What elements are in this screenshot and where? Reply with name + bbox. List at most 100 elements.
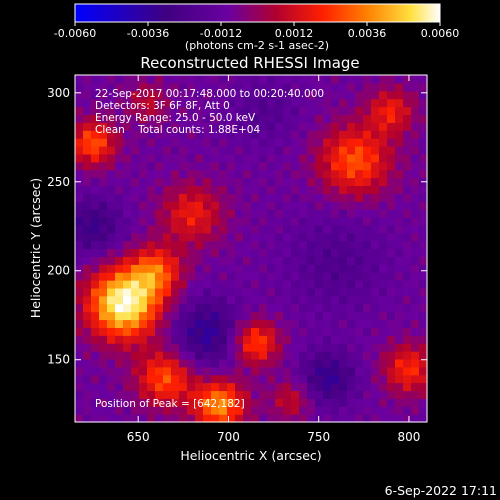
heatmap-cell	[387, 374, 396, 384]
heatmap-cell	[147, 287, 156, 297]
heatmap-cell	[219, 224, 228, 234]
heatmap-cell	[395, 122, 404, 131]
heatmap-cell	[403, 209, 412, 218]
heatmap-cell	[403, 145, 412, 155]
heatmap-cell	[243, 406, 252, 415]
heatmap-cell	[211, 272, 220, 281]
heatmap-cell	[219, 406, 228, 415]
heatmap-cell	[211, 319, 220, 328]
colorbar-tick-label: -0.0012	[200, 27, 242, 40]
heatmap-cell	[179, 256, 188, 265]
heatmap-cell	[83, 106, 92, 116]
heatmap-cell	[323, 311, 332, 321]
heatmap-cell	[139, 122, 148, 131]
heatmap-cell	[115, 240, 124, 250]
heatmap-cell	[107, 374, 116, 384]
heatmap-cell	[299, 224, 308, 234]
heatmap-cell	[187, 216, 196, 226]
heatmap-cell	[403, 106, 412, 116]
heatmap-cell	[363, 366, 372, 376]
heatmap-cell	[171, 224, 180, 234]
heatmap-cell	[315, 82, 324, 92]
heatmap-cell	[139, 272, 148, 281]
heatmap-cell	[371, 169, 380, 179]
heatmap-cell	[99, 287, 108, 297]
heatmap-cell	[419, 145, 428, 155]
heatmap-cell	[283, 138, 292, 147]
heatmap-cell	[387, 185, 396, 194]
heatmap-cell	[379, 232, 388, 242]
heatmap-cell	[203, 138, 212, 147]
heatmap-cell	[315, 106, 324, 116]
heatmap-cell	[363, 98, 372, 108]
heatmap-cell	[403, 390, 412, 399]
heatmap-cell	[259, 224, 268, 234]
heatmap-cell	[387, 398, 396, 407]
heatmap-cell	[83, 303, 92, 313]
heatmap-cell	[347, 358, 356, 368]
heatmap-cell	[227, 75, 236, 84]
heatmap-cell	[371, 406, 380, 415]
heatmap-cell	[163, 248, 172, 257]
heatmap-cell	[219, 327, 228, 336]
heatmap-cell	[387, 382, 396, 392]
heatmap-cell	[395, 161, 404, 171]
heatmap-cell	[115, 311, 124, 321]
heatmap-cell	[411, 201, 420, 210]
heatmap-cell	[227, 358, 236, 368]
heatmap-cell	[339, 130, 348, 139]
heatmap-cell	[171, 122, 180, 131]
heatmap-cell	[355, 216, 364, 226]
heatmap-cell	[139, 398, 148, 407]
heatmap-cell	[275, 272, 284, 281]
heatmap-cell	[179, 414, 188, 423]
heatmap-cell	[379, 264, 388, 273]
heatmap-cell	[235, 240, 244, 250]
heatmap-cell	[203, 169, 212, 179]
heatmap-cell	[139, 106, 148, 116]
heatmap-cell	[187, 287, 196, 297]
heatmap-cell	[99, 161, 108, 171]
heatmap-cell	[395, 75, 404, 84]
heatmap-cell	[171, 382, 180, 392]
heatmap-cell	[419, 335, 428, 344]
heatmap-cell	[283, 106, 292, 116]
heatmap-cell	[323, 122, 332, 131]
heatmap-cell	[99, 145, 108, 155]
heatmap-cell	[75, 366, 84, 376]
heatmap-cell	[227, 343, 236, 352]
heatmap-cell	[403, 75, 412, 84]
heatmap-cell	[363, 343, 372, 352]
heatmap-cell	[307, 240, 316, 250]
heatmap-cell	[123, 343, 132, 352]
heatmap-cell	[219, 264, 228, 273]
heatmap-cell	[219, 240, 228, 250]
heatmap-cell	[315, 232, 324, 242]
heatmap-cell	[171, 390, 180, 399]
heatmap-cell	[211, 122, 220, 131]
heatmap-cell	[363, 398, 372, 407]
heatmap-cell	[251, 303, 260, 313]
heatmap-cell	[395, 319, 404, 328]
heatmap-cell	[283, 335, 292, 344]
heatmap-cell	[371, 161, 380, 171]
heatmap-cell	[227, 201, 236, 210]
heatmap-cell	[163, 327, 172, 336]
heatmap-cell	[187, 414, 196, 423]
heatmap-cell	[179, 130, 188, 139]
heatmap-cell	[187, 232, 196, 242]
heatmap-cell	[291, 153, 300, 163]
heatmap-cell	[107, 414, 116, 423]
heatmap-cell	[187, 75, 196, 84]
heatmap-cell	[331, 193, 340, 202]
heatmap-cell	[251, 224, 260, 234]
heatmap-cell	[123, 82, 132, 92]
heatmap-cell	[379, 216, 388, 226]
heatmap-cell	[211, 414, 220, 423]
heatmap-cell	[299, 98, 308, 108]
heatmap-cell	[379, 366, 388, 376]
heatmap-cell	[83, 138, 92, 147]
heatmap-cell	[371, 90, 380, 100]
heatmap-cell	[179, 351, 188, 360]
